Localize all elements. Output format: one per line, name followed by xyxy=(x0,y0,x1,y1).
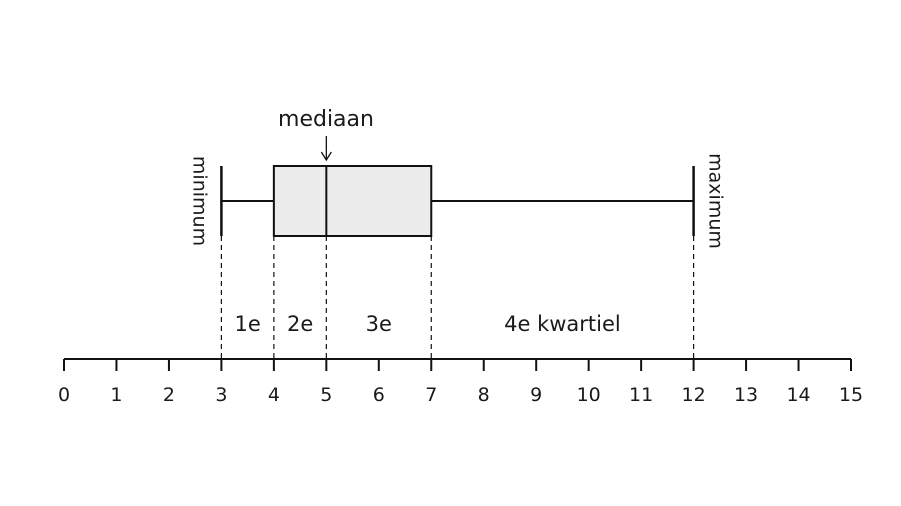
minimum-label: minimum xyxy=(188,156,210,246)
guide-lines xyxy=(220,236,695,359)
axis-tick-label: 5 xyxy=(320,384,332,406)
axis-tick-label: 4 xyxy=(268,384,280,406)
quartile-label: 4e kwartiel xyxy=(504,312,621,336)
axis-tick-label: 11 xyxy=(629,384,653,406)
axis-tick-label: 1 xyxy=(110,384,122,406)
axis-tick-label: 8 xyxy=(478,384,490,406)
axis-tick-label: 9 xyxy=(530,384,542,406)
axis-tick-label: 7 xyxy=(425,384,437,406)
number-line-axis: 0 1 2 3 4 5 6 7 8 9 10 11 12 13 14 15 xyxy=(58,358,863,406)
axis-tick-label: 10 xyxy=(577,384,601,406)
axis-tick-label: 13 xyxy=(734,384,758,406)
axis-tick-label: 15 xyxy=(839,384,863,406)
median-label: mediaan xyxy=(278,107,374,132)
median-arrow-head xyxy=(320,151,332,162)
axis-tick-label: 3 xyxy=(215,384,227,406)
quartile-label: 3e xyxy=(366,312,392,336)
annotation-labels: mediaan minimum maximum 1e 2e 3e 4e kwartie… xyxy=(188,107,726,336)
quartile-label: 2e xyxy=(287,312,313,336)
axis-tick-label: 6 xyxy=(373,384,385,406)
quartile-label: 1e xyxy=(234,312,260,336)
axis-tick-label: 14 xyxy=(786,384,810,406)
maximum-label: maximum xyxy=(705,153,727,249)
interquartile-box xyxy=(272,165,433,237)
axis-tick-label: 0 xyxy=(58,384,70,406)
axis-tick-label: 12 xyxy=(682,384,706,406)
box-and-whiskers xyxy=(220,165,695,237)
axis-tick-label: 2 xyxy=(163,384,175,406)
